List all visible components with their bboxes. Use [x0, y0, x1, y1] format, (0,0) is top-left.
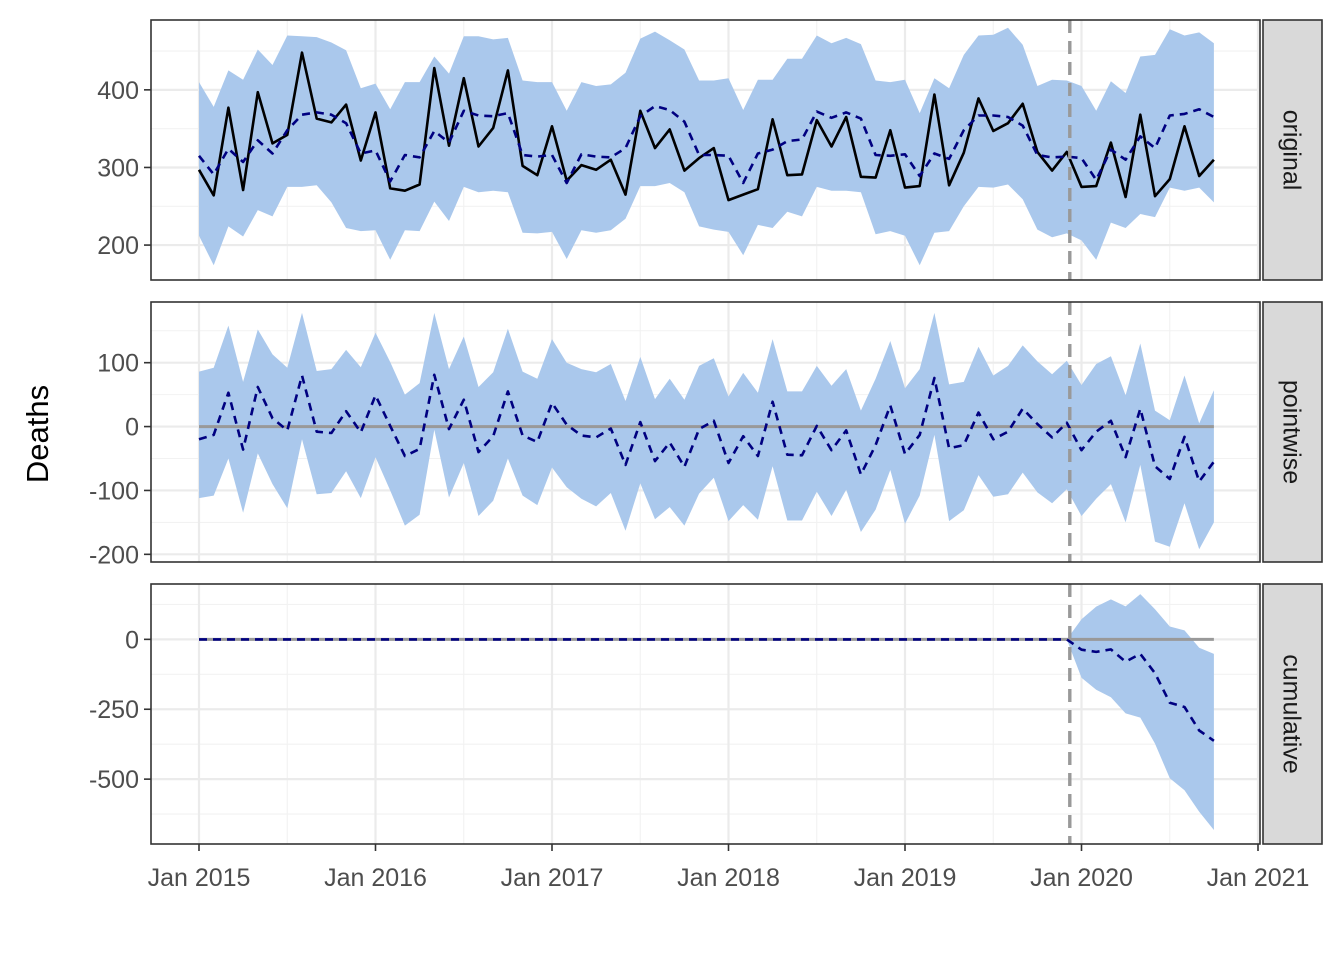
predicted-series-line: [199, 638, 1215, 742]
y-tick-label-original: 200: [97, 232, 139, 260]
credible-interval-band: [1066, 594, 1214, 830]
data-layer: [197, 20, 1215, 280]
x-tick-label: Jan 2019: [854, 864, 957, 892]
facet-strip-label: cumulative: [1278, 654, 1306, 774]
y-tick-label-pointwise: 100: [97, 350, 139, 378]
data-layer: [198, 302, 1215, 562]
x-tick-label: Jan 2016: [324, 864, 427, 892]
facet-strip-label: original: [1278, 110, 1306, 191]
panel-border: [150, 583, 1261, 845]
panel-original: 200 300 400 original: [97, 19, 1323, 281]
y-tick-label-pointwise: -200: [89, 541, 139, 569]
predicted-series-line: [198, 373, 1215, 483]
facet-strip: [1262, 19, 1323, 281]
panel-pointwise: -200 -100 0 100 pointwise: [89, 301, 1323, 569]
panel-border: [150, 301, 1261, 563]
y-tick-label-original: 300: [97, 154, 139, 182]
credible-interval-band: [199, 312, 1214, 550]
x-tick-label: Jan 2017: [501, 864, 604, 892]
x-tick-label: Jan 2020: [1030, 864, 1133, 892]
y-tick-label-cumulative: -250: [89, 696, 139, 724]
data-layer: [199, 584, 1215, 844]
facet-strip: [1262, 583, 1323, 845]
facet-strip: [1262, 301, 1323, 563]
y-tick-label-pointwise: -100: [89, 477, 139, 505]
x-axis: Jan 2015 Jan 2016 Jan 2017 Jan 2018 Jan 2019…: [148, 844, 1310, 892]
credible-interval-band: [199, 27, 1214, 266]
y-axis-label: Deaths: [20, 385, 55, 483]
panel-cumulative: -500 -250 0 cumulative: [89, 583, 1323, 845]
y-tick-label-pointwise: 0: [125, 414, 139, 442]
predicted-series-line: [197, 104, 1215, 185]
x-tick-label: Jan 2021: [1207, 864, 1310, 892]
x-tick-label: Jan 2018: [677, 864, 780, 892]
y-tick-label-original: 400: [97, 77, 139, 105]
facet-strip-label: pointwise: [1278, 380, 1306, 484]
panel-background: [151, 584, 1260, 844]
facet-panels: 200 300 400 original -200 -100 0 100 pointwise -5…: [89, 19, 1323, 845]
observed-series-line: [197, 51, 1215, 202]
panel-border: [150, 19, 1261, 281]
y-tick-label-cumulative: -500: [89, 766, 139, 794]
y-tick-label-cumulative: 0: [125, 626, 139, 654]
x-tick-label: Jan 2015: [148, 864, 251, 892]
